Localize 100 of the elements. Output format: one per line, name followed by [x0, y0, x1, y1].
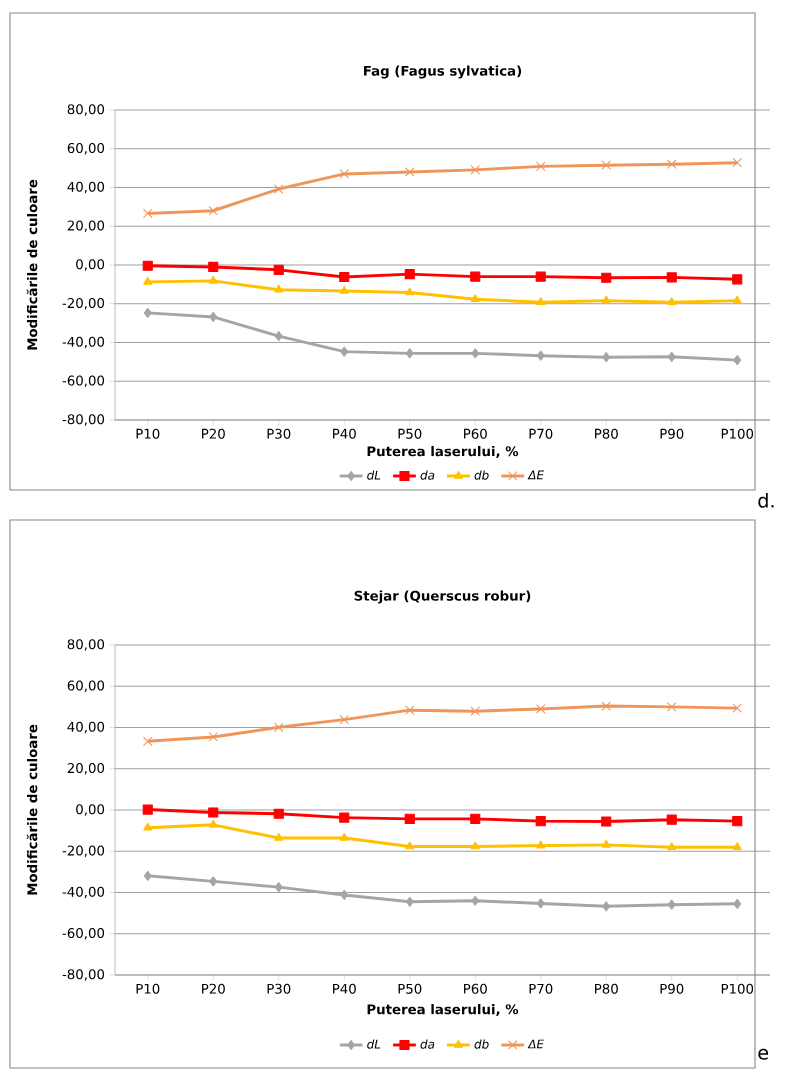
y-tick-label: -20,00: [62, 845, 105, 857]
point: [339, 285, 349, 294]
x-tick-label: P80: [595, 428, 618, 439]
point: [142, 736, 153, 747]
point: [666, 272, 677, 283]
point: [143, 870, 152, 881]
point: [273, 808, 284, 819]
point: [733, 898, 742, 909]
point: [601, 701, 612, 711]
point: [143, 307, 152, 318]
point: [535, 816, 546, 827]
point: [470, 706, 481, 716]
chart-title: Fag (Fagus sylvatica): [364, 65, 522, 79]
point: [340, 889, 349, 901]
point: [535, 704, 546, 714]
point: [274, 882, 283, 893]
point: [732, 842, 742, 851]
x-axis-title: Puterea laserului, %: [367, 1003, 519, 1017]
x-tick-label: P30: [267, 428, 291, 439]
x-tick-label: P10: [136, 428, 160, 439]
x-tick-label: P100: [721, 428, 754, 439]
x-tick-label: P50: [398, 428, 422, 439]
y-tick-label: -40,00: [62, 336, 105, 349]
point: [732, 295, 742, 304]
point: [339, 832, 349, 841]
point: [143, 276, 153, 285]
point: [404, 813, 415, 824]
point: [536, 898, 545, 909]
point: [536, 840, 546, 849]
point: [601, 160, 612, 170]
y-axis-title: Modificările de culoare: [26, 724, 38, 895]
point: [733, 355, 742, 366]
y-axis-title: Modificările de culoare: [26, 179, 38, 350]
point: [339, 714, 350, 725]
point: [209, 876, 218, 887]
x-tick-label: P10: [136, 983, 160, 994]
point: [536, 350, 545, 361]
point: [666, 702, 677, 712]
point: [274, 331, 283, 342]
point: [732, 274, 743, 285]
legend-label: dL: [367, 470, 381, 480]
y-tick-label: -80,00: [62, 414, 105, 426]
point: [470, 294, 480, 303]
point: [208, 732, 219, 742]
y-tick-label: 20,00: [67, 220, 105, 232]
y-tick-label: 0,00: [76, 259, 105, 271]
point: [535, 271, 546, 282]
point: [470, 813, 481, 824]
point: [535, 161, 546, 172]
y-tick-label: 0,00: [76, 804, 105, 816]
point: [536, 297, 546, 305]
point: [208, 205, 219, 216]
legend-label: db: [474, 470, 489, 480]
point: [667, 351, 676, 362]
legend-label: ΔE: [527, 470, 545, 480]
point: [274, 284, 284, 293]
point: [339, 812, 350, 823]
y-tick-label: 80,00: [67, 104, 105, 116]
legend-label: da: [420, 1039, 435, 1049]
point: [470, 271, 481, 282]
point: [470, 165, 481, 175]
point: [667, 842, 677, 851]
y-tick-label: -80,00: [62, 969, 105, 981]
point: [142, 804, 153, 815]
point: [339, 169, 350, 179]
point: [667, 297, 677, 305]
y-tick-label: -40,00: [62, 886, 105, 899]
legend-label: ΔE: [527, 1039, 545, 1049]
point: [405, 287, 415, 296]
point: [404, 167, 415, 177]
point: [666, 159, 677, 170]
point: [405, 896, 414, 907]
point: [208, 275, 218, 284]
point: [666, 814, 677, 825]
point: [404, 269, 415, 280]
x-tick-label: P100: [721, 983, 754, 994]
x-tick-label: P30: [267, 983, 291, 994]
y-tick-label: 60,00: [67, 680, 105, 692]
point: [405, 348, 414, 359]
x-tick-label: P70: [529, 428, 553, 439]
y-tick-label: 60,00: [67, 143, 105, 155]
point: [732, 157, 743, 168]
point: [471, 348, 480, 359]
point: [601, 816, 612, 827]
chart-title: Stejar (Querscus robur): [354, 590, 531, 604]
point: [602, 352, 611, 363]
y-tick-label: 20,00: [67, 763, 105, 775]
point: [143, 822, 153, 831]
text: e: [758, 1048, 769, 1060]
point: [601, 839, 611, 848]
y-tick-label: 80,00: [67, 639, 105, 651]
point: [471, 895, 480, 906]
point: [273, 264, 284, 275]
point: [339, 271, 350, 283]
point: [405, 841, 415, 850]
point: [273, 722, 284, 733]
legend-label: db: [474, 1039, 489, 1049]
y-tick-label: -20,00: [62, 298, 105, 310]
y-tick-label: -60,00: [62, 928, 105, 940]
point: [667, 899, 676, 910]
